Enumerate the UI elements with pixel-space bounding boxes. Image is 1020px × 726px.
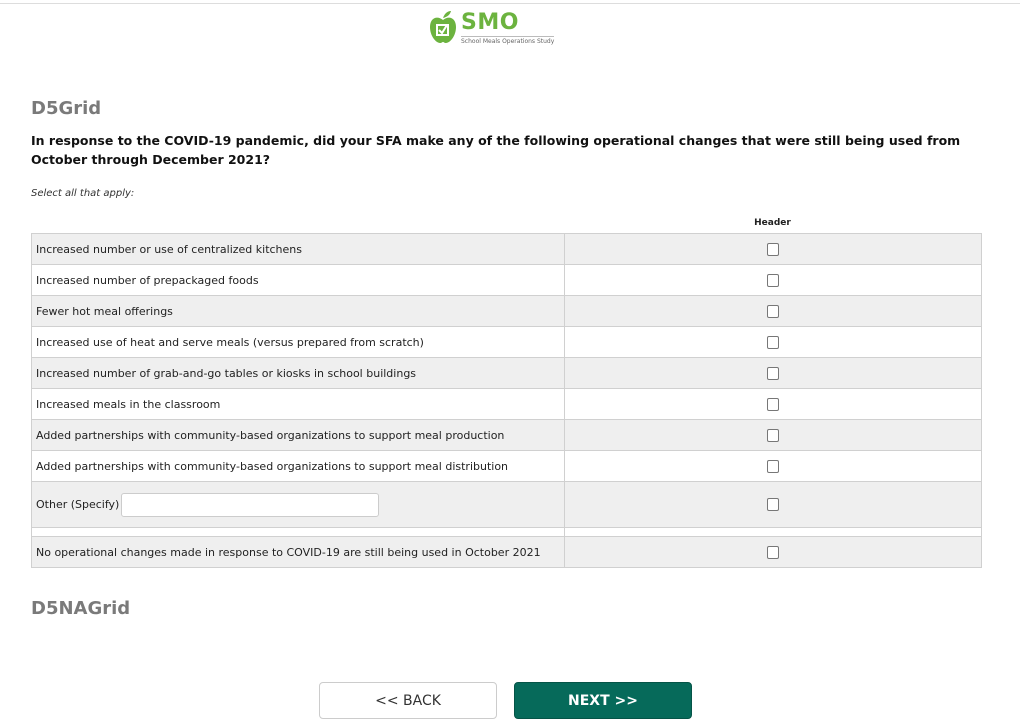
none-label: No operational changes made in response … xyxy=(31,536,565,568)
row-checkbox[interactable] xyxy=(767,273,779,287)
response-grid: Increased number or use of centralized k… xyxy=(31,233,982,568)
instruction-text: Select all that apply: xyxy=(31,188,135,199)
none-checkbox[interactable] xyxy=(767,545,779,559)
grid-row: Added partnerships with community-based … xyxy=(31,450,982,482)
logo-subtitle: School Meals Operations Study xyxy=(461,36,555,45)
grid-row-none: No operational changes made in response … xyxy=(31,536,982,568)
grid-row: Increased use of heat and serve meals (v… xyxy=(31,326,982,358)
top-divider xyxy=(0,3,1020,4)
row-checkbox[interactable] xyxy=(767,366,779,380)
row-checkbox[interactable] xyxy=(767,335,779,349)
row-label: Increased number of grab-and-go tables o… xyxy=(31,357,565,389)
row-checkbox[interactable] xyxy=(767,459,779,473)
section-title-2: D5NAGrid xyxy=(31,598,131,619)
grid-row: Increased number of prepackaged foods xyxy=(31,264,982,296)
question-text: In response to the COVID-19 pandemic, di… xyxy=(31,133,961,167)
row-checkbox[interactable] xyxy=(767,428,779,442)
next-button[interactable]: NEXT >> xyxy=(514,682,692,719)
row-checkbox[interactable] xyxy=(767,304,779,318)
grid-spacer xyxy=(31,527,982,537)
back-button[interactable]: << BACK xyxy=(319,682,497,719)
grid-row: Added partnerships with community-based … xyxy=(31,419,982,451)
grid-row: Fewer hot meal offerings xyxy=(31,295,982,327)
other-specify-input[interactable] xyxy=(121,492,380,517)
row-checkbox[interactable] xyxy=(767,397,779,411)
row-label: Added partnerships with community-based … xyxy=(31,419,565,451)
row-label: Increased number or use of centralized k… xyxy=(31,233,565,265)
apple-check-icon xyxy=(429,10,457,44)
grid-row: Increased number or use of centralized k… xyxy=(31,233,982,265)
grid-row-other: Other (Specify) xyxy=(31,481,982,528)
column-header: Header xyxy=(754,218,791,228)
other-checkbox[interactable] xyxy=(767,498,779,512)
grid-row: Increased meals in the classroom xyxy=(31,388,982,420)
row-checkbox[interactable] xyxy=(767,242,779,256)
smo-logo: SMO School Meals Operations Study xyxy=(429,10,555,45)
grid-row: Increased number of grab-and-go tables o… xyxy=(31,357,982,389)
row-label: Increased meals in the classroom xyxy=(31,388,565,420)
row-label: Fewer hot meal offerings xyxy=(31,295,565,327)
logo-name: SMO xyxy=(461,10,519,35)
row-label: Increased number of prepackaged foods xyxy=(31,264,565,296)
other-label: Other (Specify) xyxy=(36,497,120,511)
row-label: Added partnerships with community-based … xyxy=(31,450,565,482)
section-title: D5Grid xyxy=(31,98,102,119)
row-label: Increased use of heat and serve meals (v… xyxy=(31,326,565,358)
